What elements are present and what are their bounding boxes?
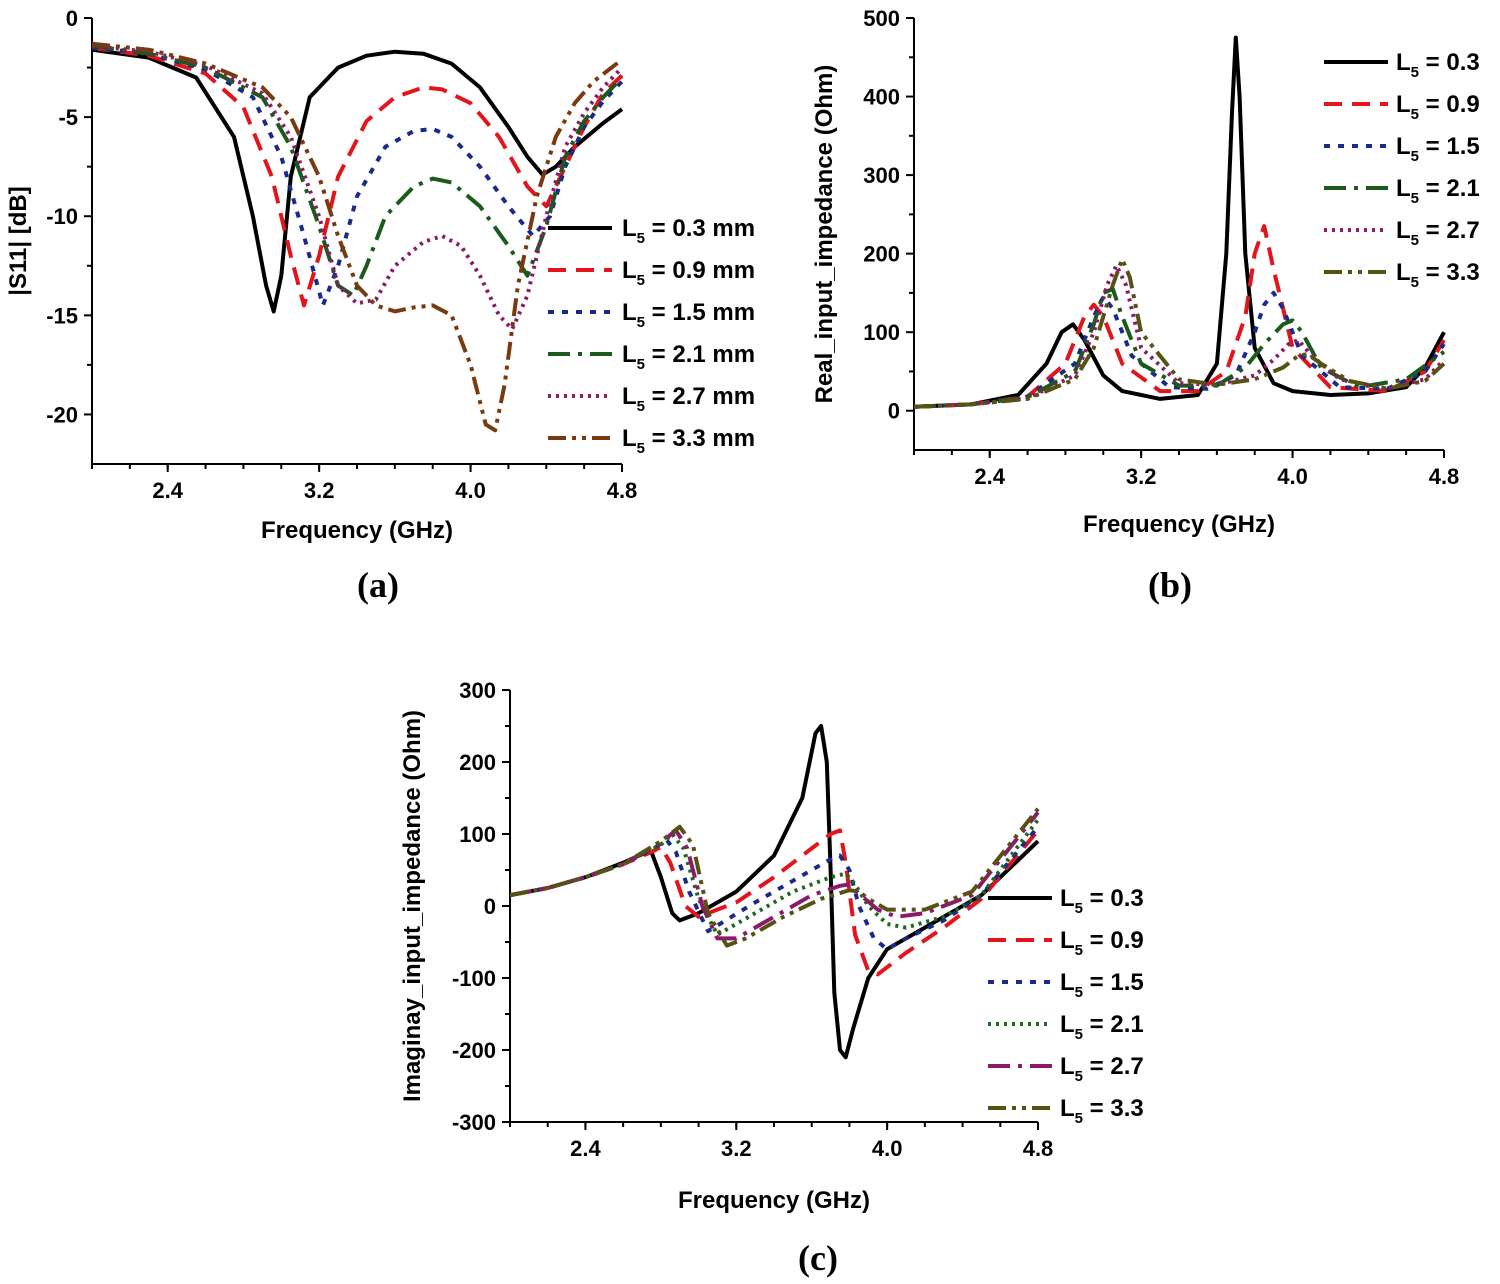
panel-label: (c)	[798, 1238, 838, 1278]
chart-panel-1: 0 -5 -10 -15 -20 2.4 3.2 4.0 4.8 Frequency (GHz) |…	[5, 6, 755, 605]
x-tick-label: 4.8	[607, 478, 638, 503]
series-line-5	[92, 43, 624, 332]
series-line-3	[914, 290, 1446, 409]
series-line-6	[510, 807, 1040, 948]
y-tick-label: 300	[863, 163, 900, 188]
y-tick-label: -5	[58, 105, 78, 130]
y-tick-label: -300	[452, 1110, 496, 1135]
chart-panel-3: 300 200 100 0 -100 -200 -300 2.4 3.2 4.0 4.8 Freque…	[399, 678, 1144, 1278]
legend-entry: L5 = 1.5	[1396, 133, 1480, 165]
y-tick-label: -15	[46, 303, 78, 328]
y-tick-label: -10	[46, 204, 78, 229]
x-tick-label: 4.0	[872, 1136, 903, 1161]
y-tick-label: 200	[863, 242, 900, 267]
legend-entry: L5 = 2.7	[1396, 217, 1480, 249]
x-axis-label: Frequency (GHz)	[678, 1187, 870, 1214]
legend-entry: L5 = 0.9 mm	[622, 257, 755, 289]
y-tick-label: -20	[46, 402, 78, 427]
x-tick-label: 4.8	[1023, 1136, 1054, 1161]
y-axis-label: Real_input_impedance (Ohm)	[811, 65, 838, 404]
legend-entry: L5 = 0.3	[1396, 49, 1480, 81]
legend-entry: L5 = 3.3	[1060, 1095, 1144, 1127]
legend-entry: L5 = 2.7 mm	[622, 383, 755, 415]
series-line-6	[92, 41, 624, 433]
x-tick-label: 3.2	[304, 478, 335, 503]
legend-entry: L5 = 3.3	[1396, 259, 1480, 291]
x-axis-label: Frequency (GHz)	[261, 517, 453, 544]
x-axis-label: Frequency (GHz)	[1083, 511, 1275, 538]
y-tick-label: 300	[459, 678, 496, 703]
x-tick-label: 3.2	[721, 1136, 752, 1161]
y-tick-label: -100	[452, 966, 496, 991]
panel-label: (b)	[1148, 565, 1192, 605]
series-line-6	[914, 257, 1446, 409]
y-tick-label: 0	[66, 6, 78, 31]
y-tick-label: 500	[863, 6, 900, 31]
series-line-2	[510, 828, 1040, 977]
y-tick-label: -200	[452, 1038, 496, 1063]
legend-entry: L5 = 0.9	[1396, 91, 1480, 123]
legend-entry: L5 = 0.3 mm	[622, 215, 755, 247]
legend-entry: L5 = 3.3 mm	[622, 425, 755, 457]
series-line-2	[92, 45, 624, 308]
x-tick-label: 3.2	[1126, 464, 1157, 489]
legend-entry: L5 = 2.7	[1060, 1053, 1144, 1085]
legend-entry: L5 = 0.3	[1060, 885, 1144, 917]
legend-entry: L5 = 2.1	[1396, 175, 1480, 207]
x-tick-label: 2.4	[152, 478, 183, 503]
panel-label: (a)	[357, 565, 399, 605]
series-line-2	[914, 224, 1446, 409]
x-tick-label: 2.4	[974, 464, 1005, 489]
x-tick-label: 2.4	[570, 1136, 601, 1161]
series-line-5	[510, 811, 1040, 941]
series-line-4	[510, 818, 1040, 937]
x-tick-label: 4.0	[455, 478, 486, 503]
legend-entry: L5 = 2.1 mm	[622, 341, 755, 373]
legend-entry: L5 = 2.1	[1060, 1011, 1144, 1043]
legend-entry: L5 = 0.9	[1060, 927, 1144, 959]
y-tick-label: 100	[863, 320, 900, 345]
series-line-3	[510, 825, 1040, 952]
y-tick-label: 100	[459, 822, 496, 847]
y-axis-label: |S11| [dB]	[5, 186, 32, 295]
y-axis-label: Imaginay_input_impedance (Ohm)	[399, 710, 426, 1102]
y-tick-label: 0	[888, 399, 900, 424]
y-tick-label: 200	[459, 750, 496, 775]
x-tick-label: 4.0	[1277, 464, 1308, 489]
series-line-1	[510, 724, 1040, 1060]
y-tick-label: 400	[863, 85, 900, 110]
series-line-1	[92, 47, 624, 314]
y-tick-label: 0	[484, 894, 496, 919]
series-line-4	[92, 43, 624, 298]
legend-entry: L5 = 1.5 mm	[622, 299, 755, 331]
series-line-1	[914, 35, 1446, 409]
legend-entry: L5 = 1.5	[1060, 969, 1144, 1001]
chart-panel-2: 0 100 200 300 400 500 2.4 3.2 4.0 4.8 Frequency (G…	[811, 6, 1480, 605]
x-tick-label: 4.8	[1429, 464, 1460, 489]
